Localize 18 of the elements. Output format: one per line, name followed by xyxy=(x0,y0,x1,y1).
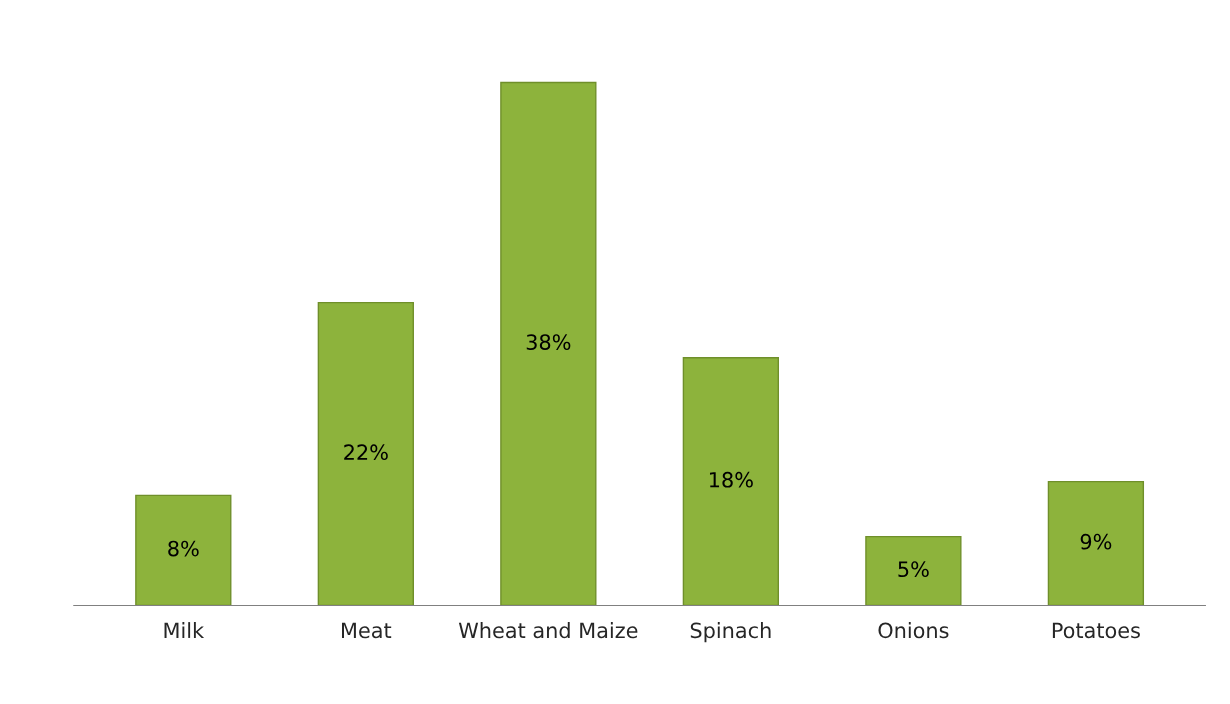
bar xyxy=(317,301,414,606)
data-label: 9% xyxy=(1080,533,1112,550)
bar xyxy=(865,535,962,606)
data-label: 38% xyxy=(526,334,571,350)
x-tick-label: Onions xyxy=(878,622,949,639)
bar xyxy=(682,357,780,606)
bar xyxy=(1047,480,1145,606)
x-tick-label: Spinach xyxy=(690,622,771,643)
data-label: 22% xyxy=(344,444,388,461)
x-tick-label: Meat xyxy=(342,622,392,639)
data-label: 8% xyxy=(168,540,199,557)
bar xyxy=(500,81,597,606)
x-tick-label: Milk xyxy=(164,622,205,638)
data-label: 18% xyxy=(709,471,753,488)
x-tick-label: Potatoes xyxy=(1052,622,1140,639)
bar xyxy=(135,494,232,606)
data-label: 5% xyxy=(898,561,929,578)
x-tick-label: Wheat and Maize xyxy=(458,622,638,639)
